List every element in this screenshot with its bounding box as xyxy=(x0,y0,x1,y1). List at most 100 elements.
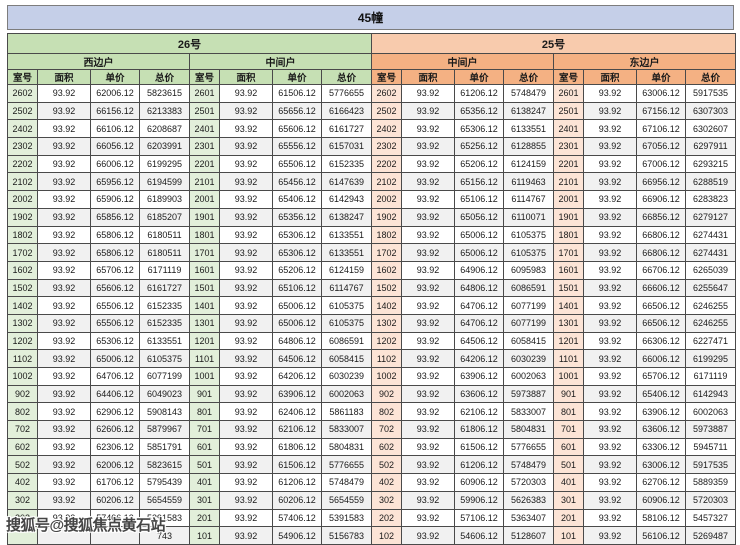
room-cell: 1802 xyxy=(7,225,38,245)
total-cell: 6077199 xyxy=(503,313,554,333)
area-cell: 93.92 xyxy=(583,349,637,368)
total-cell: 6180511 xyxy=(139,225,190,245)
area-cell: 93.92 xyxy=(583,367,637,386)
room-cell: 1702 xyxy=(371,243,402,262)
area-cell: 93.92 xyxy=(37,101,91,121)
area-cell: 93.92 xyxy=(583,384,637,404)
room-cell: 1102 xyxy=(371,349,402,368)
total-cell: 6105375 xyxy=(503,225,554,245)
area-cell: 93.92 xyxy=(37,367,91,386)
price-cell: 65706.12 xyxy=(90,260,140,280)
price-cell: 65106.12 xyxy=(454,190,504,209)
price-cell: 61506.12 xyxy=(272,455,322,475)
price-cell: 64206.12 xyxy=(272,367,322,386)
room-cell: 2101 xyxy=(189,172,220,192)
room-cell: 2201 xyxy=(189,154,220,174)
room-cell: 1502 xyxy=(371,278,402,298)
room-cell: 2001 xyxy=(189,190,220,209)
price-cell: 64706.12 xyxy=(90,367,140,386)
price-cell: 66806.12 xyxy=(636,243,686,262)
area-cell: 93.92 xyxy=(219,402,273,422)
room-cell: 301 xyxy=(189,490,220,510)
price-cell: 62706.12 xyxy=(636,473,686,492)
room-cell: 202 xyxy=(371,508,402,528)
price-cell: 54606.12 xyxy=(454,526,504,545)
room-cell: 1701 xyxy=(553,243,584,262)
price-cell: 63006.12 xyxy=(636,455,686,475)
area-cell: 93.92 xyxy=(583,473,637,492)
area-cell: 93.92 xyxy=(219,260,273,280)
room-cell: 1402 xyxy=(371,296,402,315)
price-cell: 66806.12 xyxy=(636,225,686,245)
room-cell: 1202 xyxy=(7,331,38,351)
room-cell: 1201 xyxy=(189,331,220,351)
price-cell: 57406.12 xyxy=(272,508,322,528)
total-cell: 6119463 xyxy=(503,172,554,192)
total-cell: 6157031 xyxy=(321,137,372,156)
table-row: 1102 93.92 65006.12 6105375 1101 93.92 64506.1… xyxy=(7,349,736,368)
price-cell: 66006.12 xyxy=(90,154,140,174)
price-cell: 65406.12 xyxy=(636,384,686,404)
total-cell: 6208687 xyxy=(139,119,190,139)
room-cell: 1701 xyxy=(189,243,220,262)
room-cell: 2401 xyxy=(189,119,220,139)
area-cell: 93.92 xyxy=(583,331,637,351)
price-cell: 66706.12 xyxy=(636,260,686,280)
area-cell: 93.92 xyxy=(401,331,455,351)
area-cell: 93.92 xyxy=(401,101,455,121)
price-cell: 63906.12 xyxy=(272,384,322,404)
total-cell: 5917535 xyxy=(685,84,736,103)
area-cell: 93.92 xyxy=(583,119,637,139)
area-cell: 93.92 xyxy=(401,84,455,103)
total-cell: 6307303 xyxy=(685,101,736,121)
price-cell: 61806.12 xyxy=(272,437,322,457)
total-cell: 5804831 xyxy=(503,420,554,439)
room-cell: 1802 xyxy=(371,225,402,245)
area-cell: 93.92 xyxy=(401,313,455,333)
area-cell: 93.92 xyxy=(219,243,273,262)
price-cell: 62306.12 xyxy=(90,437,140,457)
total-cell: 6166423 xyxy=(321,101,372,121)
total-cell: 5889359 xyxy=(685,473,736,492)
column-header: 单价 xyxy=(636,69,686,85)
price-cell: 61206.12 xyxy=(454,455,504,475)
column-header: 面积 xyxy=(37,69,91,85)
price-cell: 62006.12 xyxy=(90,84,140,103)
area-cell: 93.92 xyxy=(37,119,91,139)
area-cell: 93.92 xyxy=(219,331,273,351)
area-cell: 93.92 xyxy=(219,420,273,439)
room-cell: 1002 xyxy=(371,367,402,386)
price-cell: 65406.12 xyxy=(272,190,322,209)
room-cell: 601 xyxy=(189,437,220,457)
area-cell: 93.92 xyxy=(219,367,273,386)
total-cell: 6152335 xyxy=(321,154,372,174)
room-cell: 2501 xyxy=(553,101,584,121)
table-row: 302 93.92 60206.12 5654559 301 93.92 60206.12 5… xyxy=(7,490,736,510)
area-cell: 93.92 xyxy=(219,154,273,174)
area-cell: 93.92 xyxy=(583,84,637,103)
price-cell: 64706.12 xyxy=(454,313,504,333)
price-cell: 62406.12 xyxy=(272,402,322,422)
area-cell: 93.92 xyxy=(401,526,455,545)
total-cell: 5391583 xyxy=(321,508,372,528)
table-row: 1402 93.92 65506.12 6152335 1401 93.92 65006.1… xyxy=(7,296,736,315)
price-cell: 64506.12 xyxy=(454,331,504,351)
column-header-row: 室号 面积 单价 总价 室号 面积 单价 总价 室号 面积 单价 总价 室号 面积 单价 总价 xyxy=(7,69,736,85)
price-table: 26号 25号 西边户 中间户 中间户 东边户 室号 面积 单价 总价 室号 面积 单价 总价 室号 面积 单价… xyxy=(7,33,736,545)
room-cell: 601 xyxy=(553,437,584,457)
price-cell: 63906.12 xyxy=(454,367,504,386)
price-cell: 66306.12 xyxy=(636,331,686,351)
table-row: 743 101 93.92 54906.12 5156783 102 93.92 54606.… xyxy=(7,526,736,545)
price-cell: 64806.12 xyxy=(272,331,322,351)
area-cell: 93.92 xyxy=(583,101,637,121)
total-cell: 6227471 xyxy=(685,331,736,351)
room-cell: 2601 xyxy=(553,84,584,103)
room-cell: 2101 xyxy=(553,172,584,192)
total-cell: 6142943 xyxy=(685,384,736,404)
price-cell: 65906.12 xyxy=(90,190,140,209)
total-cell: 6030239 xyxy=(321,367,372,386)
room-cell: 1602 xyxy=(7,260,38,280)
total-cell: 6265039 xyxy=(685,260,736,280)
room-cell: 1201 xyxy=(553,331,584,351)
price-cell: 65506.12 xyxy=(90,296,140,315)
